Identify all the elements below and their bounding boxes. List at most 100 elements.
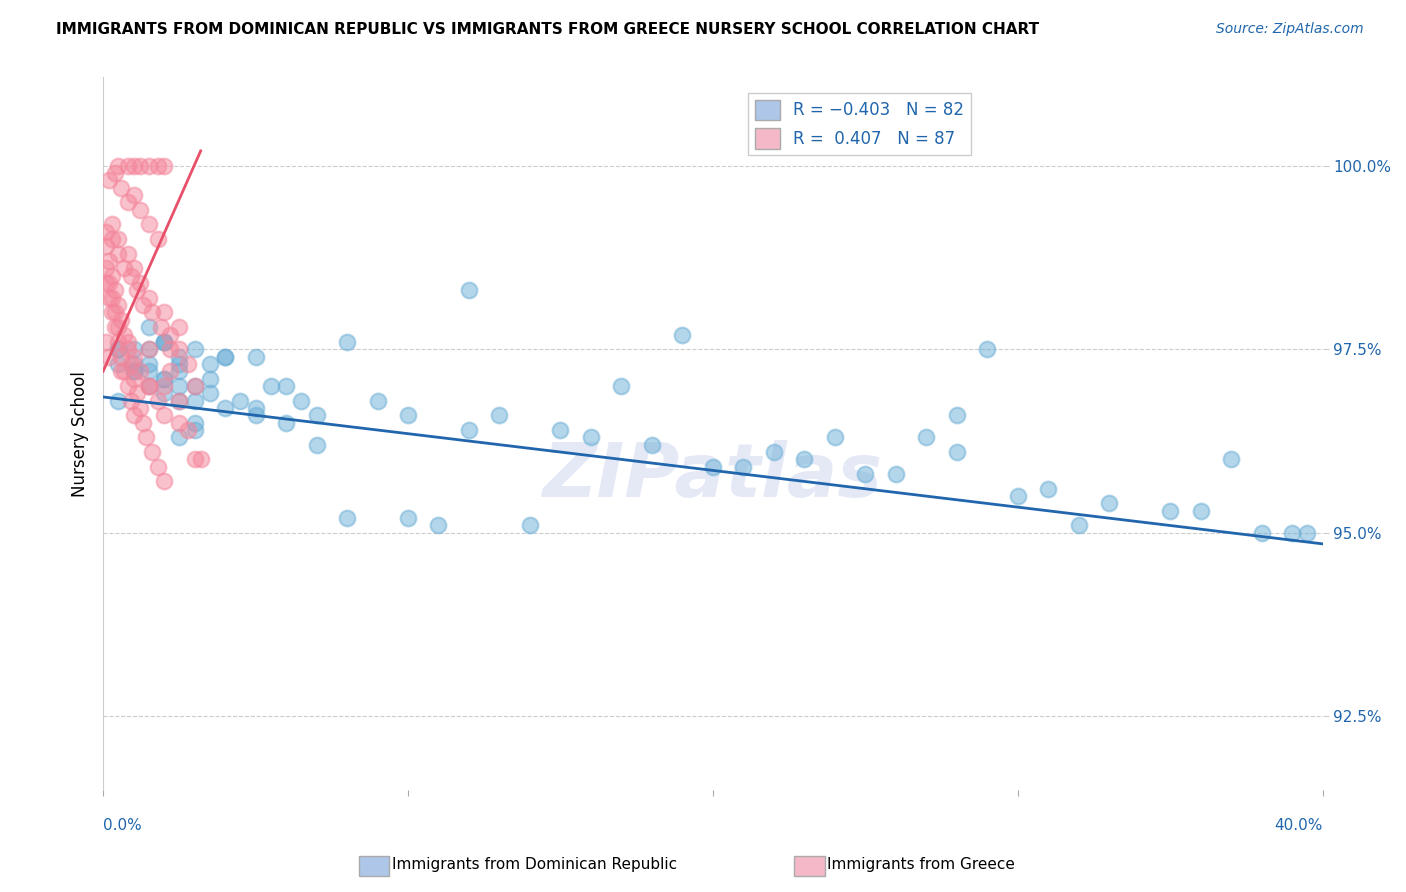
Point bbox=[120, 268, 142, 283]
Point bbox=[101, 305, 124, 319]
Text: ZIPatlas: ZIPatlas bbox=[543, 440, 883, 513]
Point bbox=[183, 393, 205, 408]
Point bbox=[177, 423, 200, 437]
Point bbox=[110, 364, 132, 378]
Point bbox=[762, 445, 785, 459]
Point bbox=[671, 327, 693, 342]
Point bbox=[245, 401, 267, 415]
Point bbox=[1067, 518, 1090, 533]
Point bbox=[169, 416, 191, 430]
Point bbox=[159, 327, 181, 342]
Point bbox=[579, 430, 602, 444]
Point bbox=[153, 334, 176, 349]
Point bbox=[107, 334, 129, 349]
Point bbox=[101, 232, 124, 246]
Point bbox=[107, 246, 129, 260]
Point bbox=[214, 401, 236, 415]
Point bbox=[260, 379, 283, 393]
Text: Immigrants from Greece: Immigrants from Greece bbox=[827, 857, 1015, 872]
Point bbox=[104, 320, 127, 334]
Point bbox=[290, 393, 312, 408]
Point bbox=[107, 320, 129, 334]
Point bbox=[101, 291, 124, 305]
Point bbox=[138, 379, 160, 393]
Point bbox=[153, 409, 176, 423]
Point bbox=[98, 350, 121, 364]
Point bbox=[915, 430, 938, 444]
Point bbox=[274, 379, 297, 393]
Point bbox=[122, 342, 145, 356]
Point bbox=[198, 386, 221, 401]
Point bbox=[98, 254, 121, 268]
Point bbox=[153, 159, 176, 173]
Point bbox=[1250, 525, 1272, 540]
Point bbox=[107, 232, 129, 246]
Point bbox=[104, 305, 127, 319]
Point bbox=[1038, 482, 1060, 496]
Point bbox=[1159, 504, 1181, 518]
Point bbox=[336, 334, 359, 349]
Point bbox=[190, 452, 212, 467]
Point bbox=[169, 393, 191, 408]
Point bbox=[153, 334, 176, 349]
Point bbox=[150, 320, 173, 334]
Point bbox=[114, 364, 136, 378]
Point bbox=[138, 342, 160, 356]
Point bbox=[141, 445, 163, 459]
Point bbox=[488, 409, 510, 423]
Point bbox=[550, 423, 572, 437]
Point bbox=[122, 261, 145, 276]
Point bbox=[132, 416, 155, 430]
Point bbox=[945, 409, 967, 423]
Text: Immigrants from Dominican Republic: Immigrants from Dominican Republic bbox=[392, 857, 676, 872]
Point bbox=[96, 225, 118, 239]
Point bbox=[122, 188, 145, 202]
Point bbox=[458, 423, 481, 437]
Point bbox=[138, 364, 160, 378]
Point bbox=[107, 357, 129, 371]
Y-axis label: Nursery School: Nursery School bbox=[72, 371, 89, 497]
Point bbox=[169, 430, 191, 444]
Point bbox=[138, 379, 160, 393]
Text: 0.0%: 0.0% bbox=[103, 819, 142, 833]
Point bbox=[146, 232, 169, 246]
Point bbox=[1007, 489, 1029, 503]
Point bbox=[427, 518, 450, 533]
Point bbox=[1098, 496, 1121, 510]
Point bbox=[117, 159, 139, 173]
Point bbox=[96, 261, 118, 276]
Point bbox=[107, 159, 129, 173]
Point bbox=[169, 379, 191, 393]
Point bbox=[125, 386, 148, 401]
Text: IMMIGRANTS FROM DOMINICAN REPUBLIC VS IMMIGRANTS FROM GREECE NURSERY SCHOOL CORR: IMMIGRANTS FROM DOMINICAN REPUBLIC VS IM… bbox=[56, 22, 1039, 37]
Point bbox=[245, 350, 267, 364]
Point bbox=[110, 350, 132, 364]
Point bbox=[183, 379, 205, 393]
Point bbox=[229, 393, 252, 408]
Point bbox=[107, 342, 129, 356]
Point bbox=[110, 313, 132, 327]
Point bbox=[107, 342, 129, 356]
Point bbox=[853, 467, 876, 481]
Point bbox=[1220, 452, 1243, 467]
Point bbox=[122, 357, 145, 371]
Point bbox=[1296, 525, 1319, 540]
Point bbox=[183, 342, 205, 356]
Point bbox=[117, 195, 139, 210]
Point bbox=[274, 416, 297, 430]
Point bbox=[122, 364, 145, 378]
Point bbox=[641, 438, 664, 452]
Point bbox=[128, 401, 150, 415]
Point bbox=[169, 342, 191, 356]
Point bbox=[153, 371, 176, 385]
Point bbox=[214, 350, 236, 364]
Point bbox=[96, 239, 118, 253]
Point bbox=[519, 518, 541, 533]
Point bbox=[128, 202, 150, 217]
Point bbox=[138, 159, 160, 173]
Point bbox=[945, 445, 967, 459]
Point bbox=[135, 430, 157, 444]
Point bbox=[159, 364, 181, 378]
Point bbox=[122, 350, 145, 364]
Point bbox=[976, 342, 998, 356]
